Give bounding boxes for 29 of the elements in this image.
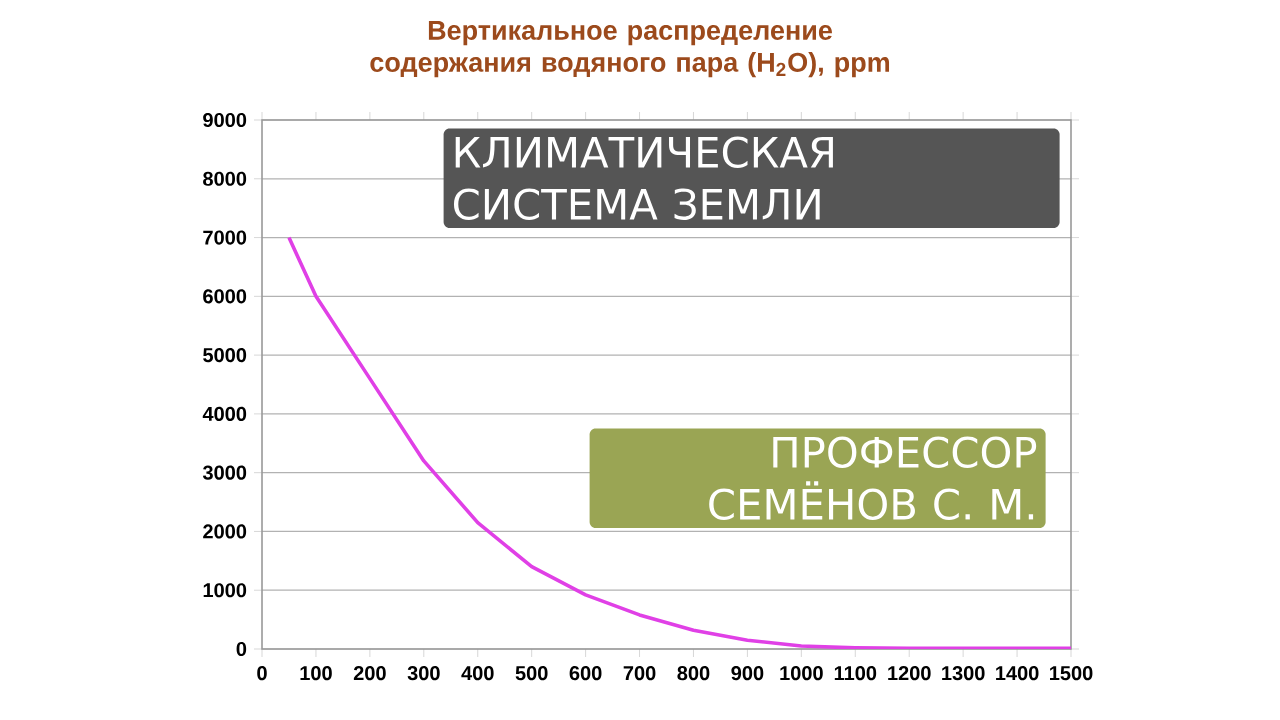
x-tick-label: 300 <box>407 666 440 681</box>
x-tick-label: 0 <box>257 666 267 681</box>
x-tick-label: 1400 <box>996 666 1039 681</box>
y-tick-label: 9000 <box>203 112 247 128</box>
y-tick-label: 7000 <box>203 230 247 245</box>
y-tick-label: 6000 <box>203 289 247 304</box>
y-tick-label: 5000 <box>203 348 247 363</box>
annotation: ПРОФЕССОР СЕМЁНОВ С. М. <box>709 436 1037 521</box>
x-tick-label: 1100 <box>834 666 877 681</box>
x-tick-label: 500 <box>515 666 548 681</box>
x-tick-label: 1500 <box>1050 666 1093 681</box>
x-tick-label: 1300 <box>942 666 985 681</box>
y-tick-label: 8000 <box>203 171 247 186</box>
y-tick-label: 3000 <box>202 465 247 480</box>
chart-title: Вертикальное распределение содержания водяного пара (H$_{2}$O), ppm <box>370 21 890 78</box>
y-tick-label: 4000 <box>202 406 247 421</box>
x-tick-label: 1200 <box>888 666 931 681</box>
y-tick-label: 0 <box>236 641 247 657</box>
x-tick-label: 700 <box>623 666 656 681</box>
y-tick-label: 2000 <box>203 524 247 539</box>
annotation: КЛИМАТИЧЕСКАЯ СИСТЕМА ЗЕМЛИ <box>453 136 833 221</box>
x-tick-label: 100 <box>300 666 332 681</box>
y-tick-label: 1000 <box>203 583 247 598</box>
x-tick-label: 800 <box>677 666 710 681</box>
x-tick-label: 200 <box>353 666 386 681</box>
x-tick-label: 1000 <box>780 666 823 681</box>
x-tick-label: 600 <box>569 666 602 681</box>
x-tick-label: 900 <box>731 666 764 681</box>
x-tick-label: 400 <box>461 666 494 681</box>
